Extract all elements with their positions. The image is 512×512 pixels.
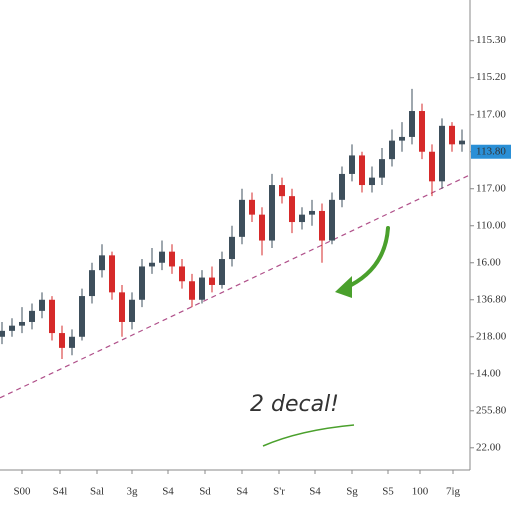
candle-body xyxy=(0,330,5,337)
candle-body xyxy=(459,140,465,145)
y-tick-label: 117.00 xyxy=(476,182,506,194)
candle-body xyxy=(169,251,175,267)
candle-body xyxy=(319,210,325,241)
y-tick-label: 113.80 xyxy=(476,145,506,157)
y-tick-label: 16.00 xyxy=(476,256,501,268)
y-tick-label: 136.80 xyxy=(476,293,507,305)
candle-body xyxy=(129,299,135,322)
candle-body xyxy=(449,125,455,145)
candle-body xyxy=(289,196,295,223)
candle-body xyxy=(269,185,275,241)
x-tick-label: Sal xyxy=(90,486,104,498)
candle-body xyxy=(209,277,215,285)
x-tick-label: S4 xyxy=(309,486,321,498)
candle-body xyxy=(39,299,45,311)
x-tick-label: 100 xyxy=(412,486,429,498)
x-tick-label: S5 xyxy=(382,486,394,498)
annotation-text: 2 decal! xyxy=(250,392,339,417)
x-tick-label: 3g xyxy=(127,486,139,498)
x-tick-label: S00 xyxy=(13,486,31,498)
candle-body xyxy=(179,266,185,282)
candle-body xyxy=(69,336,75,348)
candle-body xyxy=(329,199,335,241)
x-tick-label: S4 xyxy=(236,486,248,498)
x-tick-label: S4l xyxy=(53,486,68,498)
x-tick-label: 7ig xyxy=(446,486,461,498)
candle-body xyxy=(399,136,405,141)
y-tick-label: 255.80 xyxy=(476,404,507,416)
candle-body xyxy=(99,255,105,271)
candle-body xyxy=(259,214,265,241)
candle-body xyxy=(379,159,385,178)
annotation-underline xyxy=(262,424,355,447)
y-tick-label: 14.00 xyxy=(476,367,501,379)
candle-body xyxy=(9,325,15,331)
candle-body xyxy=(149,262,155,267)
candle-body xyxy=(349,155,355,174)
candle-body xyxy=(159,251,165,263)
y-tick-label: 115.30 xyxy=(476,34,506,46)
y-tick-label: 218.00 xyxy=(476,330,507,342)
candle-body xyxy=(309,210,315,215)
candle-body xyxy=(219,259,225,285)
candle-body xyxy=(19,321,25,326)
candle-body xyxy=(79,296,85,337)
candle-body xyxy=(429,151,435,182)
price-marker xyxy=(471,144,511,159)
y-tick-label: 117.00 xyxy=(476,108,506,120)
candle-body xyxy=(199,277,205,300)
candle-body xyxy=(29,310,35,322)
y-tick-label: 22.00 xyxy=(476,441,501,453)
candle-body xyxy=(389,140,395,160)
x-tick-label: S4 xyxy=(162,486,174,498)
candle-body xyxy=(139,266,145,300)
candle-body xyxy=(109,255,115,293)
candle-body xyxy=(299,214,305,223)
trendline xyxy=(0,175,469,399)
candle-body xyxy=(419,111,425,152)
candle-body xyxy=(59,333,65,348)
candle-body xyxy=(279,185,285,197)
x-tick-label: Sd xyxy=(199,486,211,498)
candle-body xyxy=(369,177,375,186)
candle-body xyxy=(249,199,255,215)
annotation-arrow xyxy=(343,226,390,290)
x-tick-label: S'r xyxy=(273,486,285,498)
annotation-arrowhead xyxy=(335,276,352,298)
candle-body xyxy=(359,155,365,186)
candle-body xyxy=(189,281,195,300)
y-tick-label: 110.00 xyxy=(476,219,506,231)
candle-body xyxy=(229,236,235,260)
x-tick-label: Sg xyxy=(346,486,358,498)
candle-body xyxy=(89,270,95,297)
y-tick-label: 115.20 xyxy=(476,71,506,83)
candle-body xyxy=(339,173,345,200)
candle-body xyxy=(439,125,445,182)
candle-body xyxy=(409,111,415,137)
candle-body xyxy=(119,292,125,322)
candle-body xyxy=(239,199,245,237)
candle-body xyxy=(49,299,55,334)
